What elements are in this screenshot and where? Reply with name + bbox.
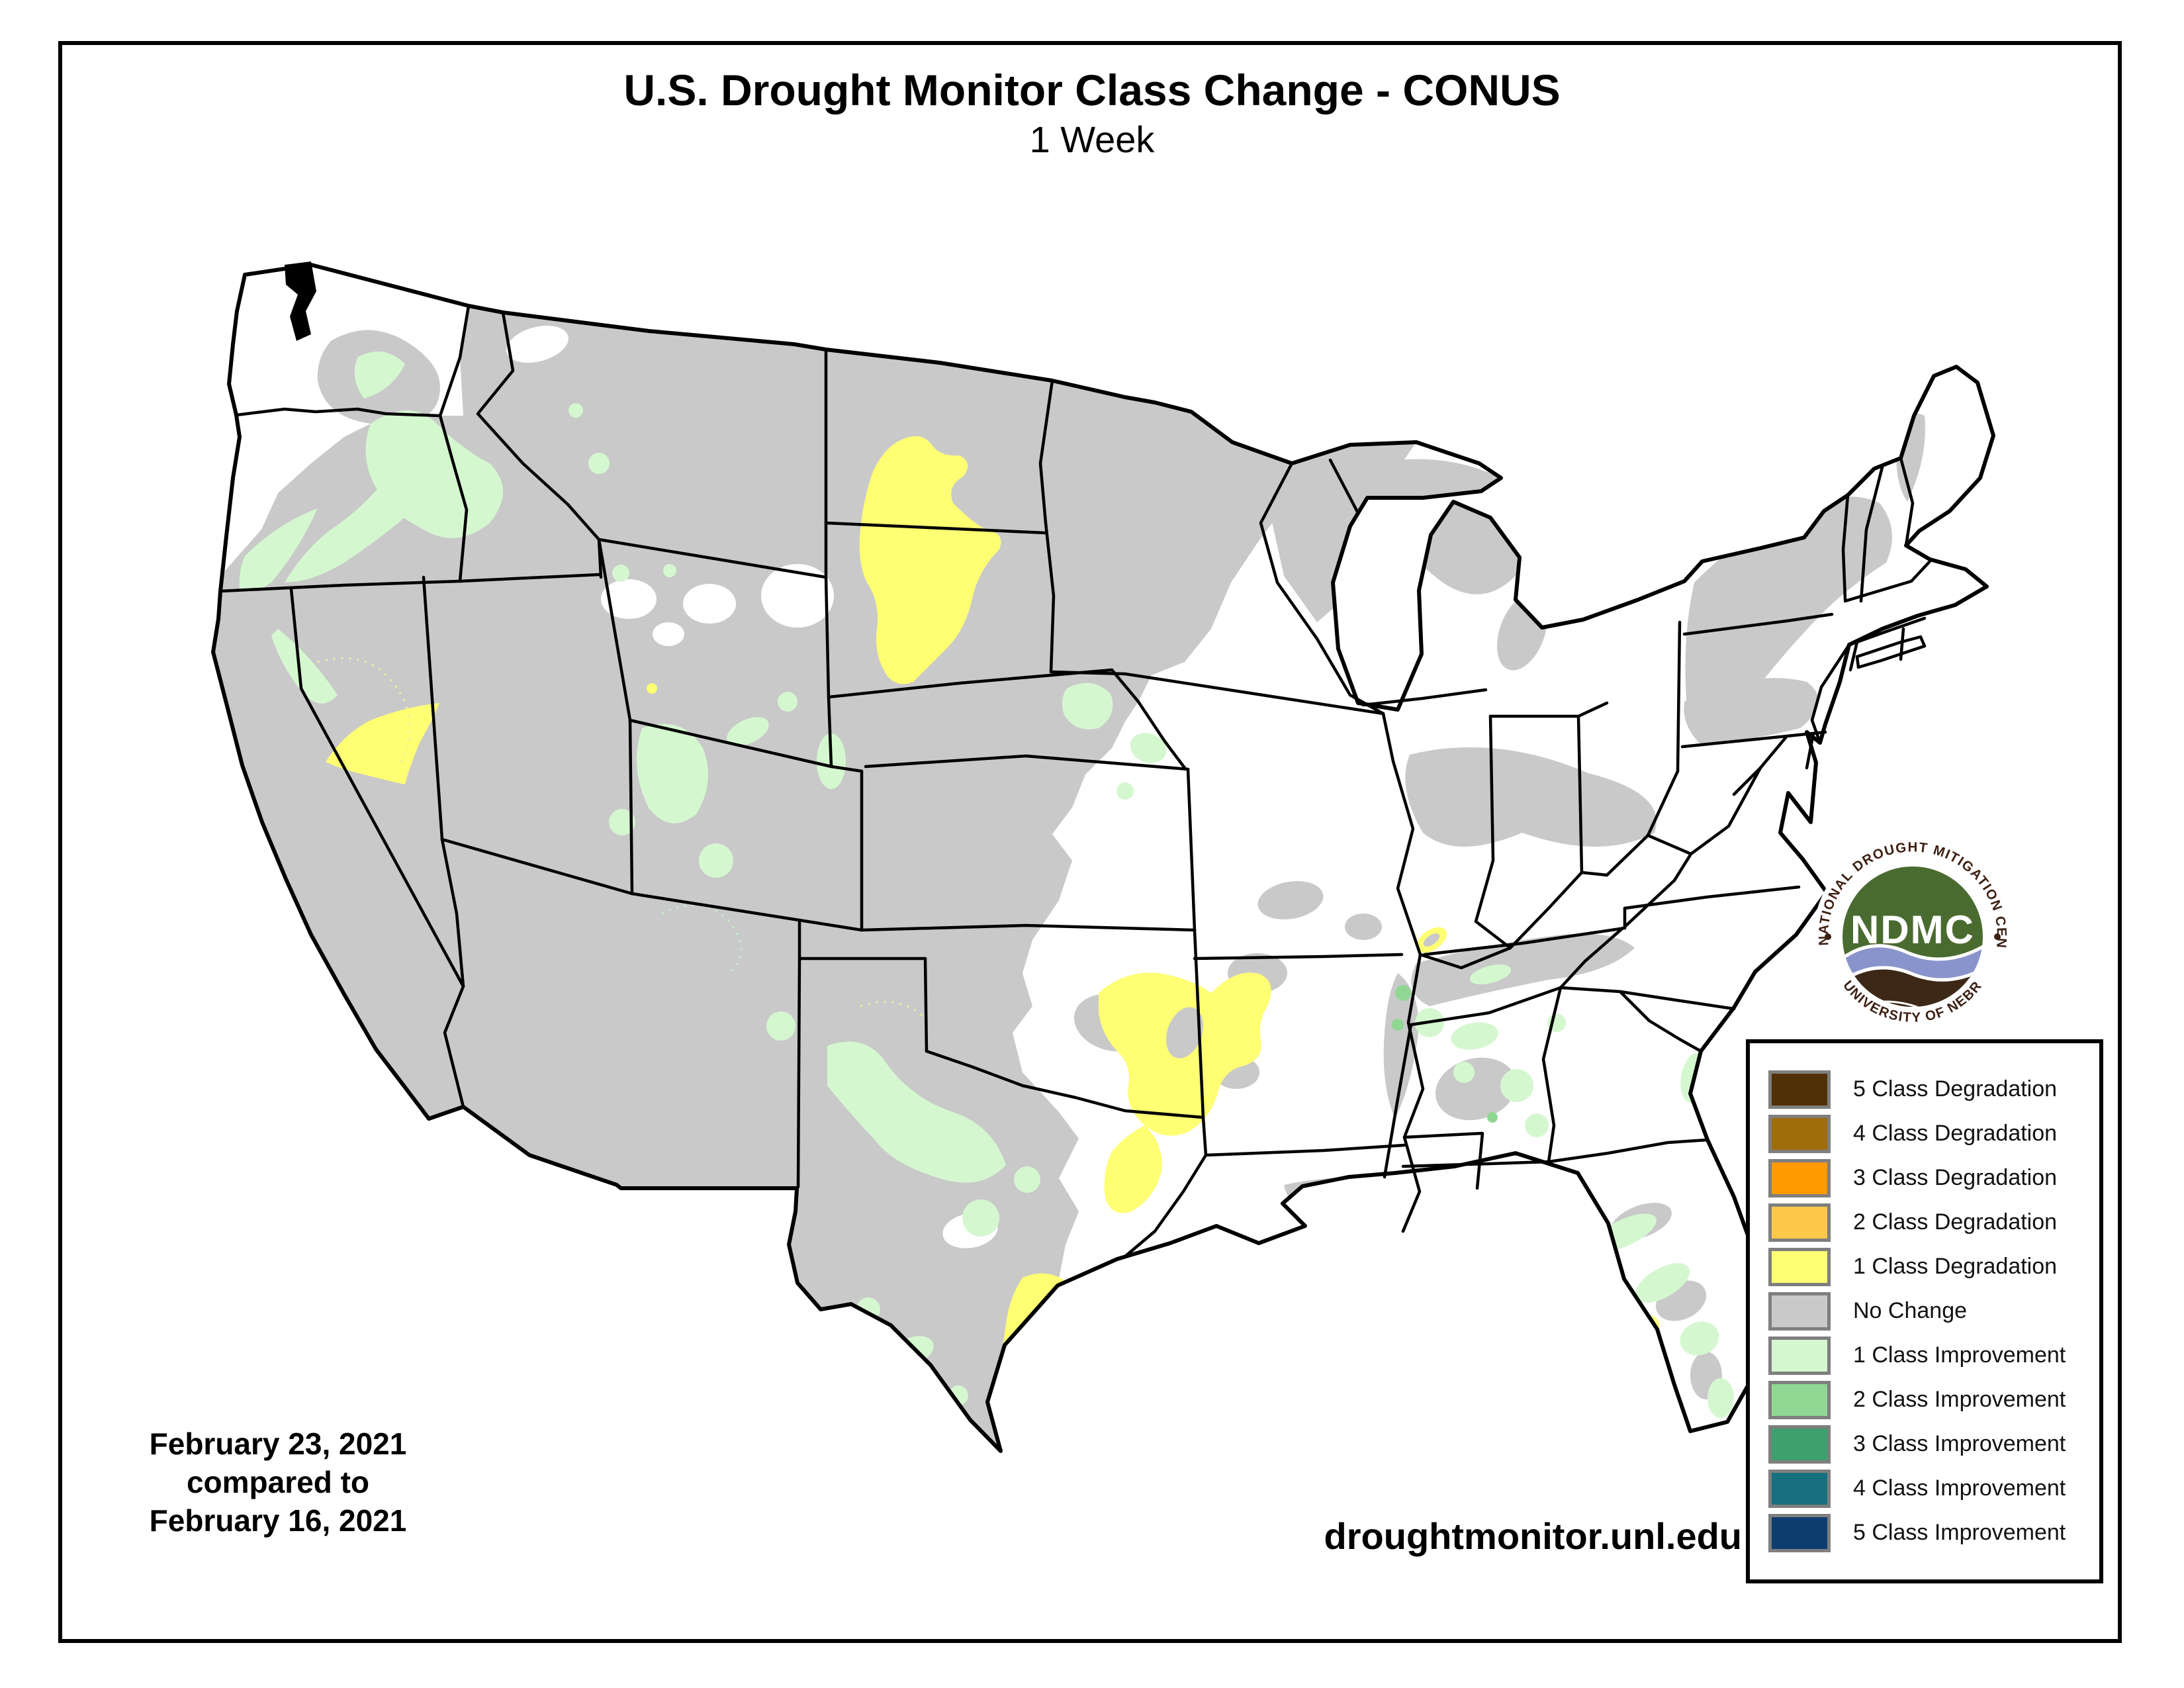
legend-label: 5 Class Improvement bbox=[1853, 1520, 2066, 1545]
logo-right-dot bbox=[1994, 933, 2001, 940]
legend-label: 3 Class Degradation bbox=[1853, 1165, 2058, 1190]
legend-row: 3 Class Degradation bbox=[1768, 1156, 2099, 1200]
legend-label: 1 Class Improvement bbox=[1853, 1342, 2066, 1368]
legend-swatch-2-class-improvement bbox=[1768, 1380, 1831, 1419]
degradation-north-dakota bbox=[859, 436, 1001, 684]
logo-left-dot bbox=[1825, 933, 1831, 940]
legend-swatch-4-class-improvement bbox=[1768, 1469, 1831, 1508]
two-class-improvement-spot bbox=[1395, 985, 1411, 1001]
legend-swatch-no-change bbox=[1768, 1291, 1831, 1331]
legend-label: No Change bbox=[1853, 1298, 1968, 1323]
page-title: U.S. Drought Monitor Class Change - CONU… bbox=[623, 66, 1561, 115]
legend-swatch-3-class-degradation bbox=[1768, 1158, 1831, 1197]
legend-row: 2 Class Improvement bbox=[1768, 1378, 2099, 1422]
legend-label: 4 Class Degradation bbox=[1853, 1121, 2058, 1146]
map-legend: 5 Class Degradation 4 Class Degradation … bbox=[1746, 1039, 2103, 1583]
legend-row: 1 Class Degradation bbox=[1768, 1244, 2099, 1289]
legend-swatch-5-class-improvement bbox=[1768, 1513, 1831, 1552]
date-compared-to: compared to bbox=[186, 1465, 370, 1499]
legend-swatch-5-class-degradation bbox=[1768, 1070, 1831, 1109]
puget-sound bbox=[285, 261, 316, 341]
no-change-west-region bbox=[213, 306, 1292, 1451]
legend-row: 5 Class Improvement bbox=[1768, 1511, 2099, 1555]
legend-label: 5 Class Degradation bbox=[1853, 1076, 2058, 1102]
conus-outline bbox=[211, 263, 1995, 1453]
legend-label: 3 Class Improvement bbox=[1853, 1431, 2066, 1456]
degradation-tennessee-ring bbox=[1416, 927, 1447, 953]
legend-label: 2 Class Improvement bbox=[1853, 1387, 2066, 1412]
legend-row: 2 Class Degradation bbox=[1768, 1200, 2099, 1244]
legend-row: 4 Class Degradation bbox=[1768, 1111, 2099, 1156]
legend-swatch-1-class-degradation bbox=[1768, 1247, 1831, 1286]
legend-row: 5 Class Degradation bbox=[1768, 1067, 2099, 1111]
legend-label: 4 Class Improvement bbox=[1853, 1476, 2066, 1501]
date-previous: February 16, 2021 bbox=[149, 1503, 407, 1538]
legend-swatch-4-class-degradation bbox=[1768, 1114, 1831, 1153]
outer-border bbox=[58, 41, 2122, 1643]
legend-row: 3 Class Improvement bbox=[1768, 1422, 2099, 1466]
website-url: droughtmonitor.unl.edu bbox=[1324, 1515, 1742, 1557]
ndmc-wordmark: NDMC bbox=[1850, 908, 1975, 952]
legend-row: No Change bbox=[1768, 1289, 2099, 1333]
page-subtitle: 1 Week bbox=[1029, 118, 1155, 160]
state-borders bbox=[218, 304, 1932, 1258]
legend-row: 1 Class Improvement bbox=[1768, 1333, 2099, 1378]
date-current: February 23, 2021 bbox=[149, 1427, 407, 1461]
legend-swatch-1-class-improvement bbox=[1768, 1336, 1831, 1375]
legend-row: 4 Class Improvement bbox=[1768, 1466, 2099, 1511]
legend-swatch-3-class-improvement bbox=[1768, 1425, 1831, 1464]
comparison-dates: February 23, 2021 compared to February 1… bbox=[79, 1425, 477, 1540]
legend-label: 2 Class Degradation bbox=[1853, 1209, 2058, 1235]
legend-label: 1 Class Degradation bbox=[1853, 1254, 2058, 1279]
legend-swatch-2-class-degradation bbox=[1768, 1203, 1831, 1242]
